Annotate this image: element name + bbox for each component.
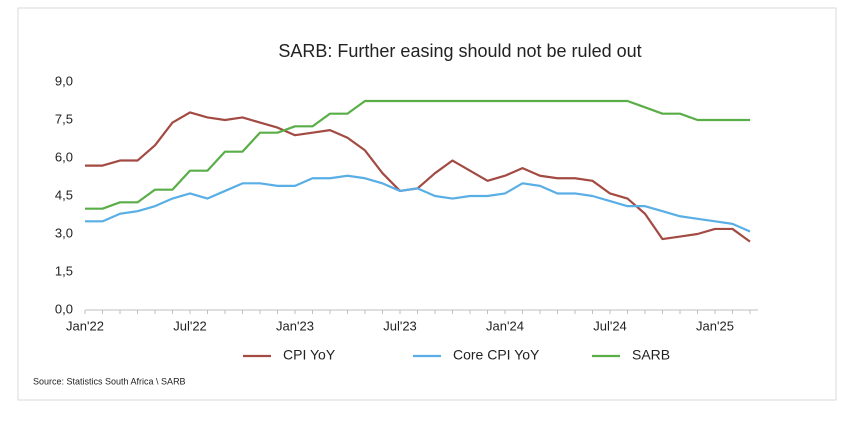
legend-label: Core CPI YoY [453,347,540,363]
series-line [85,174,751,233]
y-tick-label: 1,5 [55,263,73,278]
y-tick-label: 3,0 [55,225,73,240]
x-tick-label: Jan'22 [66,318,104,333]
x-tick-label: Jul'24 [593,318,627,333]
y-tick-label: 6,0 [55,149,73,164]
y-tick-label: 9,0 [55,73,73,88]
legend-label: SARB [632,347,670,363]
y-tick-label: 7,5 [55,111,73,126]
x-tick-label: Jul'22 [173,318,207,333]
x-tick-label: Jul'23 [383,318,417,333]
x-tick-label: Jan'25 [696,318,734,333]
legend-label: CPI YoY [283,347,336,363]
y-tick-label: 0,0 [55,301,73,316]
x-tick-label: Jan'23 [276,318,314,333]
series-line [85,99,750,210]
chart-title: SARB: Further easing should not be ruled… [278,41,641,61]
x-tick-label: Jan'24 [486,318,524,333]
source: Source: Statistics South Africa \ SARB [33,376,186,386]
chart-border [17,7,837,401]
y-tick-label: 4,5 [55,187,73,202]
